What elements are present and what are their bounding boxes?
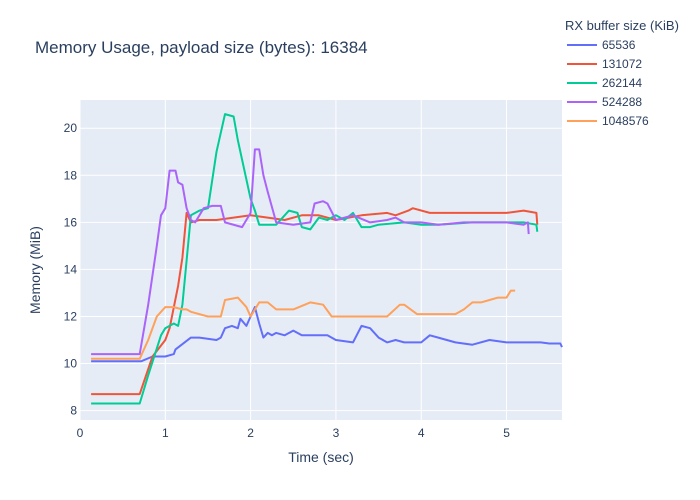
legend-item-65536[interactable]: 65536 — [567, 38, 636, 52]
series-line-131072[interactable] — [91, 207, 539, 396]
legend-label: 524288 — [602, 95, 642, 109]
y-tick-label: 20 — [64, 121, 78, 135]
series-line-1048576[interactable] — [91, 289, 516, 360]
x-tick-label: 0 — [77, 426, 84, 440]
series-line-262144[interactable] — [91, 113, 539, 405]
legend-item-131072[interactable]: 131072 — [567, 57, 642, 71]
series-line-524288[interactable] — [91, 148, 530, 356]
y-tick-label: 12 — [64, 309, 78, 323]
series-lines — [91, 113, 563, 405]
legend-item-524288[interactable]: 524288 — [567, 95, 642, 109]
y-axis-ticks: 8 10 12 14 16 18 20 — [64, 121, 78, 417]
x-tick-label: 5 — [503, 426, 510, 440]
legend-title: RX buffer size (KiB) — [565, 18, 679, 33]
y-tick-label: 16 — [64, 215, 78, 229]
legend-item-262144[interactable]: 262144 — [567, 76, 642, 90]
x-tick-label: 4 — [418, 426, 425, 440]
y-axis-title: Memory (MiB) — [27, 226, 43, 314]
legend-label: 65536 — [602, 38, 636, 52]
y-tick-label: 10 — [64, 357, 78, 371]
x-tick-label: 1 — [162, 426, 169, 440]
chart-title: Memory Usage, payload size (bytes): 1638… — [35, 38, 368, 57]
x-tick-label: 3 — [333, 426, 340, 440]
series-line-65536[interactable] — [91, 306, 563, 363]
y-tick-label: 8 — [70, 404, 77, 418]
legend-label: 1048576 — [602, 114, 649, 128]
legend-label: 131072 — [602, 57, 642, 71]
x-tick-label: 2 — [247, 426, 254, 440]
legend-label: 262144 — [602, 76, 642, 90]
x-axis-ticks: 0 1 2 3 4 5 — [77, 426, 511, 440]
legend-item-1048576[interactable]: 1048576 — [567, 114, 649, 128]
legend[interactable]: RX buffer size (KiB) 65536 131072 262144 52… — [565, 18, 679, 128]
x-axis-title: Time (sec) — [288, 449, 354, 465]
plot-area — [80, 100, 562, 420]
y-tick-label: 18 — [64, 168, 78, 182]
y-tick-label: 14 — [64, 262, 78, 276]
